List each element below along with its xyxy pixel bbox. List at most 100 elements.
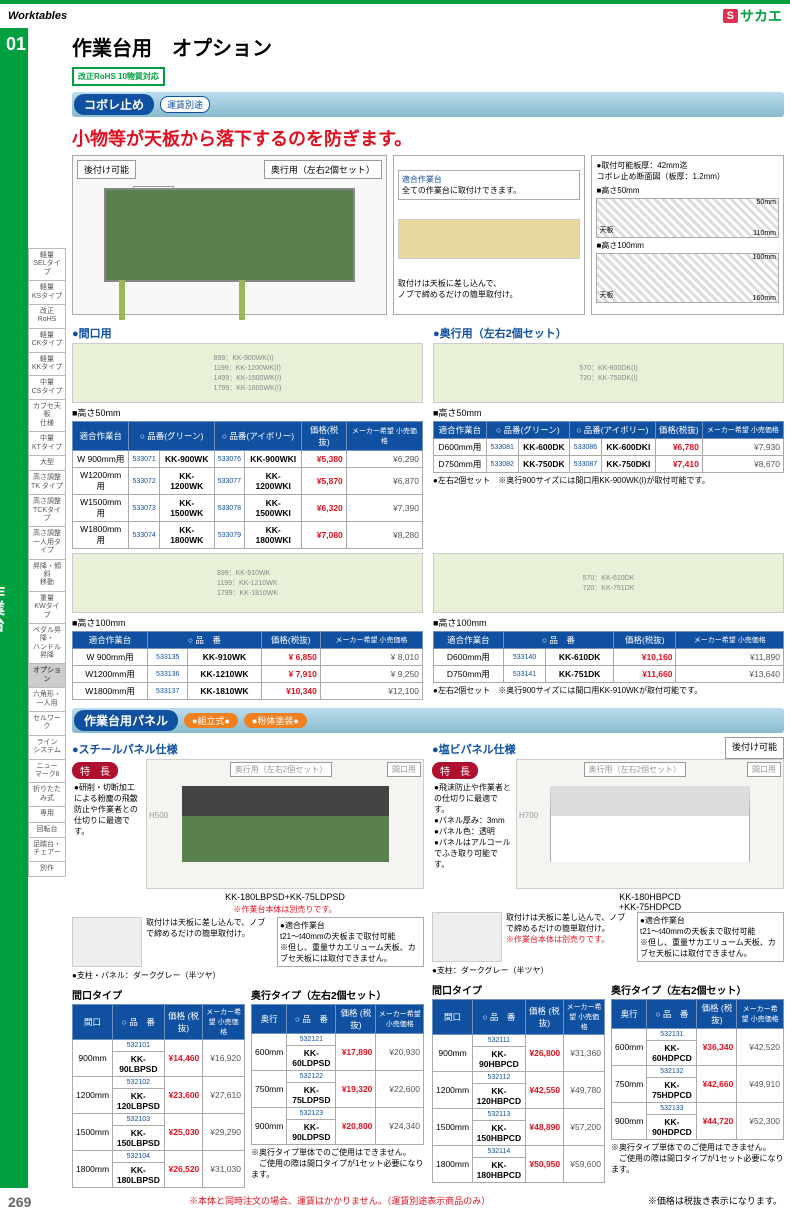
pvc-title: ●塩ビパネル仕様 bbox=[432, 741, 516, 757]
feat-hdr-pvc: 特 長 bbox=[432, 762, 478, 779]
idx-item[interactable]: カブセ天板 仕様 bbox=[28, 399, 66, 431]
table-row: 750mm532122¥19,320¥22,600 bbox=[252, 1071, 424, 1083]
pvc-caption: KK-180HBPCD +KK-75HDPCD bbox=[516, 892, 784, 912]
tbl2-note: ●左右2個セット ※奥行900サイズには間口用KK-900WK(I)が取付可能で… bbox=[433, 475, 784, 486]
table-row: 1500mm532103¥25,030¥29,290 bbox=[73, 1114, 245, 1126]
section2-header: 作業台用パネル ●組立式● ●粉体塗装● bbox=[72, 708, 784, 733]
panel-cols: ●スチールパネル仕様 特 長 ●研削・切断加工による粉塵の飛散防止や作業者との仕… bbox=[72, 737, 784, 1188]
idx-item[interactable]: 六角形・ 一人用 bbox=[28, 687, 66, 711]
pvc-hero: 奥行用（左右2個セット） 間口用 H700 bbox=[516, 759, 784, 889]
table-row: D600mm用533081KK-600DK533086KK-600DKI¥6,7… bbox=[434, 439, 784, 456]
tbl3: 適合作業台○ 品 番価格(税抜)メーカー希望 小売価格W 900mm用53313… bbox=[72, 631, 423, 700]
pvc-depth-note: ※奥行タイプ単体でのご使用はできません。 ご使用の際は間口タイプが1セット必要に… bbox=[611, 1142, 784, 1175]
diag-img2: 100mm 160mm 天板 bbox=[596, 253, 779, 303]
idx-item[interactable]: ペダル昇降・ ハンドル昇降 bbox=[28, 623, 66, 664]
table-row: W1800mm用533074KK-1800WK533079KK-1800WKI¥… bbox=[73, 522, 423, 549]
page-title: 作業台用 オプション bbox=[72, 28, 784, 65]
tbl4-note: ●左右2個セット ※奥行900サイズには間口用KK-910WKが取付可能です。 bbox=[433, 685, 784, 696]
idx-item[interactable]: 高さ調整 TK タイプ bbox=[28, 470, 66, 494]
steel-hero: 奥行用（左右2個セット） 間口用 H500 bbox=[146, 759, 424, 889]
idx-item[interactable]: 高さ調整 TCKタイプ bbox=[28, 494, 66, 526]
idx-item[interactable]: セルワーク bbox=[28, 711, 66, 735]
idx-item[interactable]: ニュー マークⅡ bbox=[28, 759, 66, 783]
idx-item[interactable]: オプション bbox=[28, 663, 66, 687]
idx-item[interactable]: 軽量 KKタイプ bbox=[28, 352, 66, 376]
idx-item[interactable]: 軽量 KSタイプ bbox=[28, 280, 66, 304]
depth-img: 570：KK-600DK(I) 720：KK-750DK(I) bbox=[433, 343, 784, 403]
tbl1: 適合作業台○ 品番(グリーン)○ 品番(アイボリー)価格(税抜)メーカー希望 小… bbox=[72, 421, 423, 549]
depth-title: ●奥行用（左右2個セット） bbox=[433, 325, 784, 341]
idx-item[interactable]: 重量 KWタイプ bbox=[28, 591, 66, 623]
idx-item[interactable]: 軽量 CKタイプ bbox=[28, 328, 66, 352]
table-row: D600mm用533140KK-610DK¥10,160¥11,890 bbox=[434, 649, 784, 666]
table-row: W 900mm用533135KK-910WK¥ 6,850¥ 8,010 bbox=[73, 649, 423, 666]
table-row: W 900mm用533071KK-900WK533076KK-900WKI¥5,… bbox=[73, 451, 423, 468]
idx-item[interactable]: 昇降・傾斜 移動 bbox=[28, 559, 66, 591]
idx-item[interactable]: 回転台 bbox=[28, 822, 66, 837]
width-img2: 899：KK-910WK 1199：KK-1210WK 1799：KK-1810… bbox=[72, 553, 423, 613]
table-row: D750mm用533082KK-750DK533087KK-750DKI¥7,4… bbox=[434, 456, 784, 473]
idx-item[interactable]: 大型 bbox=[28, 455, 66, 470]
main-layout: 01 作業台 軽量 SELタイプ軽量 KSタイプ改正RoHS軽量 CKタイプ軽量… bbox=[0, 28, 790, 1188]
footer-note: ※本体と同時注文の場合、運賃はかかりません。（運賃別途表示商品のみ） bbox=[31, 1194, 648, 1210]
pvc-width-type: 間口タイプ bbox=[432, 982, 605, 997]
rohs-badge: 改正RoHS 10物質対応 bbox=[72, 67, 165, 86]
idx-item[interactable]: 軽量 SELタイプ bbox=[28, 248, 66, 280]
section2: 作業台用パネル ●組立式● ●粉体塗装● ●スチールパネル仕様 特 長 ●研削・… bbox=[72, 708, 784, 1188]
h100-d: ■高さ100mm bbox=[433, 616, 784, 629]
diag-t2: コボレ止め断面図（板厚：1.2mm） bbox=[596, 171, 779, 182]
table-row: 600mm532121¥17,890¥20,930 bbox=[252, 1034, 424, 1046]
idx-item[interactable]: 改正RoHS bbox=[28, 304, 66, 328]
width-img: 899：KK-900WK(I) 1199：KK-1200WK(I) 1499：K… bbox=[72, 343, 423, 403]
pvc-feat: ●飛沫防止や作業者との仕切りに最適です。 ●パネル厚み：3mm ●パネル色：透明… bbox=[432, 782, 512, 870]
section2-pill: 作業台用パネル bbox=[74, 710, 178, 731]
idx-item[interactable]: 足踏台・ チェアー bbox=[28, 837, 66, 861]
diagram-box: ●取付可能板厚：42mm迄 コボレ止め断面図（板厚：1.2mm） ■高さ50mm… bbox=[591, 155, 784, 315]
idx-item[interactable]: 折りたたみ式 bbox=[28, 782, 66, 806]
tbl4: 適合作業台○ 品 番価格(税抜)メーカー希望 小売価格D600mm用533140… bbox=[433, 631, 784, 683]
table-row: D750mm用533141KK-751DK¥11,660¥13,640 bbox=[434, 666, 784, 683]
pvc-col: ●塩ビパネル仕様 後付け可能 特 長 ●飛沫防止や作業者との仕切りに最適です。 … bbox=[432, 737, 784, 1188]
steel-feat: ●研削・切断加工による粉塵の飛散防止や作業者との仕切りに最適です。 bbox=[72, 782, 142, 837]
steel-width-tbl: 間口○ 品 番価格 (税抜)メーカー希望 小売価格900mm532101¥14,… bbox=[72, 1004, 245, 1188]
footer: 269 ※本体と同時注文の場合、運賃はかかりません。（運賃別途表示商品のみ） ※… bbox=[0, 1188, 790, 1216]
section1-tag: 運賃別途 bbox=[160, 96, 210, 113]
table-row: W1200mm用533136KK-1210WK¥ 7,910¥ 9,250 bbox=[73, 666, 423, 683]
detail-box: 適合作業台 全ての作業台に取付けできます。 取付けは天板に差し込んで、 ノブで締… bbox=[393, 155, 586, 315]
h50-d: ■高さ50mm bbox=[433, 406, 784, 419]
steel-hero-icon bbox=[182, 786, 389, 863]
table-row: W1200mm用533072KK-1200WK533077KK-1200WKI¥… bbox=[73, 468, 423, 495]
table-row: 900mm532111¥26,800¥31,360 bbox=[433, 1035, 605, 1047]
brand-name: サカエ bbox=[740, 6, 782, 26]
compat-title: 適合作業台 bbox=[402, 174, 577, 185]
install-text: 取付けは天板に差し込んで、 ノブで締めるだけの簡単取付け。 bbox=[398, 278, 581, 300]
width-title: ●間口用 bbox=[72, 325, 423, 341]
brand: S サカエ bbox=[723, 6, 782, 26]
section1-tables2: 899：KK-910WK 1199：KK-1210WK 1799：KK-1810… bbox=[72, 553, 784, 700]
idx-item[interactable]: 中量 KTタイプ bbox=[28, 431, 66, 455]
diag-img1: 50mm 110mm 天板 bbox=[596, 198, 779, 238]
section1-pill: コボレ止め bbox=[74, 94, 154, 115]
h100-w: ■高さ100mm bbox=[72, 616, 423, 629]
diag-h100: ■高さ100mm bbox=[596, 240, 779, 251]
table-row: 1800mm532104¥26,520¥31,030 bbox=[73, 1151, 245, 1163]
hero-image: 後付け可能 間口用 奥行用（左右2個セット） bbox=[72, 155, 387, 315]
brand-s-icon: S bbox=[723, 9, 738, 23]
idx-item[interactable]: 別作 bbox=[28, 861, 66, 877]
steel-width-type: 間口タイプ bbox=[72, 987, 245, 1002]
pvc-detail-img bbox=[432, 912, 502, 962]
table-row: 1800mm532114¥50,950¥59,600 bbox=[433, 1146, 605, 1158]
idx-item[interactable]: 専用 bbox=[28, 806, 66, 821]
table-row: 900mm532123¥20,800¥24,340 bbox=[252, 1108, 424, 1120]
page-number: 269 bbox=[8, 1194, 31, 1210]
section1-top: 後付け可能 間口用 奥行用（左右2個セット） 適合作業台 全ての作業台に取付けで… bbox=[72, 155, 784, 315]
steel-caption: KK-180LBPSD+KK-75LDPSD bbox=[146, 892, 424, 902]
idx-item[interactable]: 中量 CSタイプ bbox=[28, 375, 66, 399]
diag-t1: ●取付可能板厚：42mm迄 bbox=[596, 160, 779, 171]
diag-h50: ■高さ50mm bbox=[596, 185, 779, 196]
table-row: 900mm532133¥44,720¥52,300 bbox=[612, 1103, 784, 1115]
label-depth: 奥行用（左右2個セット） bbox=[264, 160, 382, 179]
table-row: 1200mm532112¥42,550¥49,780 bbox=[433, 1072, 605, 1084]
idx-item[interactable]: 高さ調整 一人用タイプ bbox=[28, 526, 66, 558]
idx-item[interactable]: ライン システム bbox=[28, 735, 66, 759]
